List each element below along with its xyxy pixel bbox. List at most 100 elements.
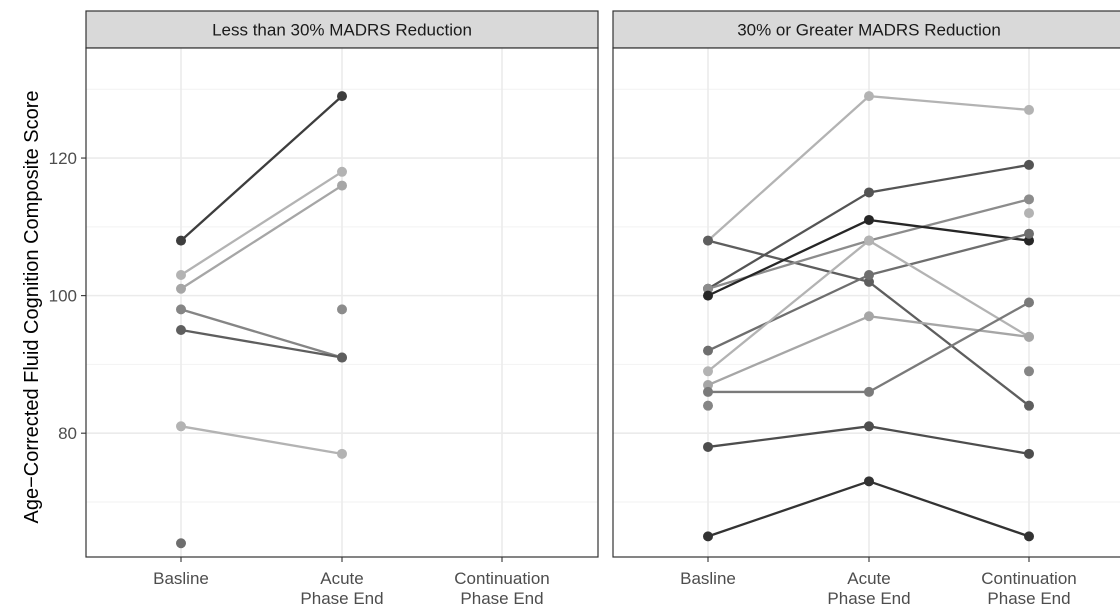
- series-line: [180, 95, 343, 242]
- x-tick-label: Basline: [153, 569, 209, 588]
- series-line: [707, 239, 870, 290]
- data-point: [703, 290, 713, 301]
- data-point: [864, 421, 874, 432]
- data-point: [176, 269, 186, 280]
- y-tick-label: 100: [49, 287, 77, 306]
- series-line: [868, 232, 1030, 277]
- data-point: [703, 386, 713, 397]
- series-line: [707, 239, 870, 283]
- series-line: [868, 480, 1030, 538]
- x-tick-label-line: Continuation: [981, 569, 1076, 588]
- facet-strip: [612, 10, 1120, 49]
- data-point: [176, 538, 186, 549]
- data-point: [703, 366, 713, 377]
- data-point: [1024, 400, 1034, 411]
- data-point: [703, 531, 713, 542]
- series-line: [868, 301, 1030, 393]
- data-point: [1024, 159, 1034, 170]
- series-line: [707, 480, 870, 538]
- data-point: [337, 91, 347, 102]
- series-line: [707, 191, 870, 290]
- data-point: [176, 421, 186, 432]
- panel-plot-area: [86, 48, 598, 557]
- data-point: [1024, 235, 1034, 246]
- series-line: [868, 218, 1030, 242]
- data-point: [176, 235, 186, 246]
- series-line: [868, 95, 1030, 112]
- data-point: [864, 235, 874, 246]
- data-point: [703, 283, 713, 294]
- data-point: [864, 187, 874, 198]
- data-point: [1024, 228, 1034, 239]
- data-point: [864, 476, 874, 487]
- data-point: [1024, 104, 1034, 115]
- series-line: [180, 184, 343, 290]
- x-tick-label-line: Phase End: [300, 589, 383, 607]
- x-tick-label-line: Acute: [847, 569, 890, 588]
- x-tick-label: Continuation Phase End: [454, 569, 549, 607]
- data-point: [337, 180, 347, 191]
- series-line: [180, 170, 343, 276]
- data-point: [864, 269, 874, 280]
- data-point: [1024, 194, 1034, 205]
- facet-strip: [85, 10, 599, 49]
- series-line: [868, 280, 1030, 407]
- data-point: [1024, 297, 1034, 308]
- data-point: [864, 386, 874, 397]
- data-point: [337, 448, 347, 459]
- series-line: [707, 273, 870, 352]
- data-point: [703, 400, 713, 411]
- data-point: [176, 304, 186, 315]
- y-tick-label: 120: [49, 149, 77, 168]
- data-point: [1024, 448, 1034, 459]
- facet-panels: Less than 30% MADRS Reduction Basline Acut…: [49, 10, 1120, 607]
- series-line: [707, 425, 870, 449]
- x-tick-label: Continuation Phase End: [981, 569, 1076, 607]
- x-tick-label: Acute Phase End: [300, 569, 383, 607]
- panel-background: [613, 48, 1120, 557]
- facet-title: Less than 30% MADRS Reduction: [212, 21, 472, 40]
- data-point: [703, 345, 713, 356]
- data-point: [337, 304, 347, 315]
- data-point: [1024, 531, 1034, 542]
- y-tick-label: 80: [58, 424, 77, 443]
- data-point: [703, 380, 713, 391]
- x-tick-label: Acute Phase End: [827, 569, 910, 607]
- series-line: [868, 425, 1030, 455]
- panel-plot-area: [613, 48, 1120, 557]
- y-axis-title: Age−Corrected Fluid Cognition Composite …: [21, 91, 43, 524]
- x-tick-label-line: Phase End: [460, 589, 543, 607]
- data-point: [176, 325, 186, 336]
- series-line: [180, 425, 343, 455]
- series-line: [868, 198, 1030, 242]
- data-point: [337, 166, 347, 177]
- series-line: [707, 95, 870, 242]
- data-point: [864, 276, 874, 287]
- data-point: [703, 235, 713, 246]
- series-line: [868, 163, 1030, 194]
- panel-2: 30% or Greater MADRS Reduction Basline Acu…: [612, 10, 1120, 607]
- series-line: [868, 239, 1030, 338]
- x-tick-label-line: Phase End: [827, 589, 910, 607]
- data-point: [864, 214, 874, 225]
- x-tick-label-line: Continuation: [454, 569, 549, 588]
- x-tick-label-line: Basline: [153, 569, 209, 588]
- data-point: [176, 283, 186, 294]
- panel-1: Less than 30% MADRS Reduction Basline Acut…: [49, 10, 599, 607]
- x-tick-label-line: Acute: [320, 569, 363, 588]
- x-tick-label: Basline: [680, 569, 736, 588]
- data-point: [1024, 208, 1034, 219]
- series-line: [707, 315, 870, 387]
- series-line: [180, 308, 343, 359]
- data-point: [864, 311, 874, 322]
- data-point: [1024, 331, 1034, 342]
- facet-title: 30% or Greater MADRS Reduction: [737, 21, 1001, 40]
- x-tick-label-line: Phase End: [987, 589, 1070, 607]
- x-tick-label-line: Basline: [680, 569, 736, 588]
- series-line: [180, 328, 343, 359]
- series-line: [707, 239, 870, 373]
- data-point: [1024, 366, 1034, 377]
- data-point: [703, 441, 713, 452]
- series-line: [707, 218, 870, 297]
